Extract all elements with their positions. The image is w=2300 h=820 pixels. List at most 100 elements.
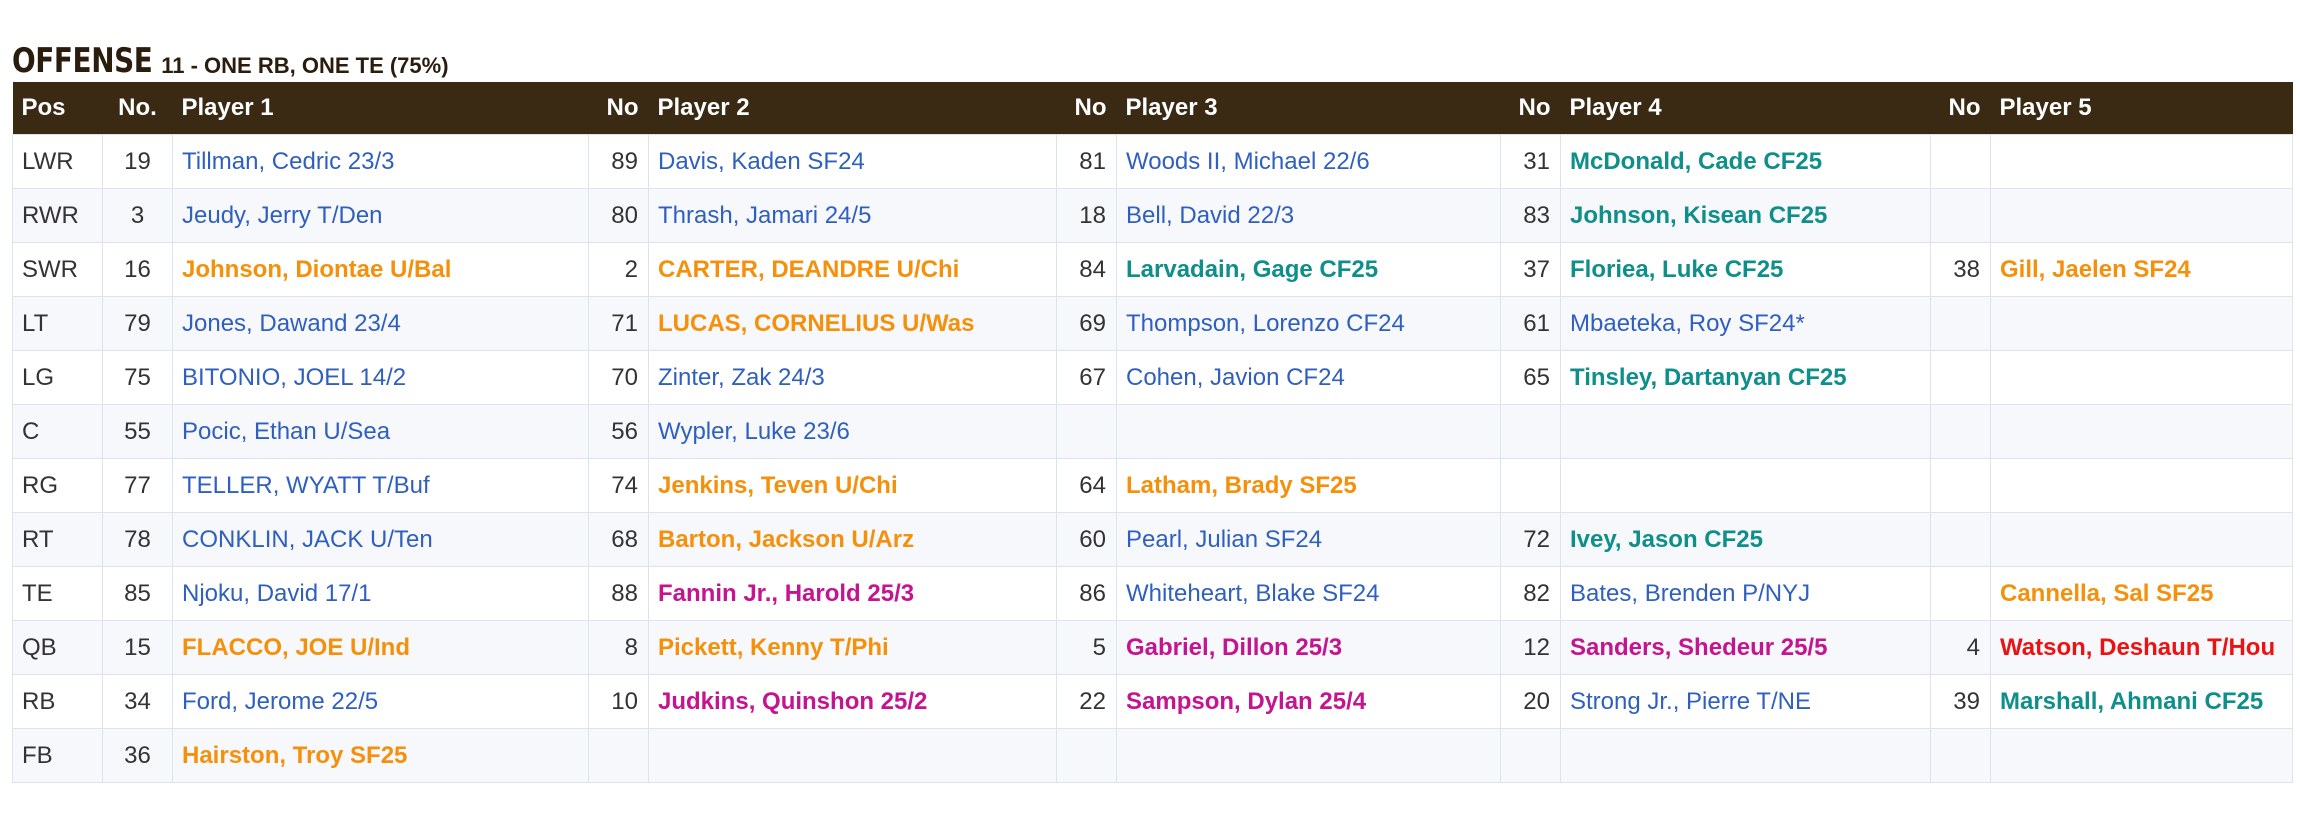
- player-link[interactable]: Jenkins, Teven U/Chi: [658, 471, 898, 499]
- player-link[interactable]: Wypler, Luke 23/6: [658, 417, 850, 445]
- player-link[interactable]: Sanders, Shedeur 25/5: [1570, 633, 1828, 661]
- player-cell: Marshall, Ahmani CF25: [1990, 674, 2293, 729]
- player-cell: [1990, 134, 2293, 189]
- player-cell: [1990, 404, 2293, 459]
- player-cell: Pocic, Ethan U/Sea: [172, 404, 589, 459]
- player-link[interactable]: Whiteheart, Blake SF24: [1126, 579, 1380, 607]
- player-link[interactable]: Cohen, Javion CF24: [1126, 363, 1345, 391]
- player-link[interactable]: Gabriel, Dillon 25/3: [1126, 633, 1343, 661]
- formation-subtitle: 11 - ONE RB, ONE TE (75%): [161, 53, 449, 78]
- player-link[interactable]: Tinsley, Dartanyan CF25: [1570, 363, 1847, 391]
- jersey-number-cell: [1930, 134, 1991, 189]
- jersey-number-cell: 85: [102, 566, 173, 621]
- jersey-number-cell: [1500, 458, 1561, 513]
- player-link[interactable]: Pocic, Ethan U/Sea: [182, 417, 391, 445]
- player-link[interactable]: Pearl, Julian SF24: [1126, 525, 1323, 553]
- player-cell: Ford, Jerome 22/5: [172, 674, 589, 729]
- player-cell: [1990, 188, 2293, 243]
- player-link[interactable]: Gill, Jaelen SF24: [2000, 255, 2191, 283]
- position-cell: RG: [12, 458, 103, 513]
- player-link[interactable]: Njoku, David 17/1: [182, 579, 372, 607]
- player-link[interactable]: Floriea, Luke CF25: [1570, 255, 1784, 283]
- table-row: C 55 Pocic, Ethan U/Sea 56 Wypler, Luke 23/6: [12, 404, 2293, 459]
- player-link[interactable]: Fannin Jr., Harold 25/3: [658, 579, 915, 607]
- player-cell: [648, 728, 1057, 783]
- player-cell: [1560, 458, 1931, 513]
- player-link[interactable]: Johnson, Diontae U/Bal: [182, 255, 452, 283]
- jersey-number-cell: [1930, 512, 1991, 567]
- jersey-number-cell: [1930, 566, 1991, 621]
- jersey-number-cell: 80: [588, 188, 649, 243]
- player-cell: Jones, Dawand 23/4: [172, 296, 589, 351]
- player-link[interactable]: Tillman, Cedric 23/3: [182, 147, 395, 175]
- player-link[interactable]: Cannella, Sal SF25: [2000, 579, 2214, 607]
- player-cell: Fannin Jr., Harold 25/3: [648, 566, 1057, 621]
- player-link[interactable]: Ivey, Jason CF25: [1570, 525, 1763, 553]
- jersey-number-cell: 22: [1056, 674, 1117, 729]
- player-cell: [1990, 458, 2293, 513]
- player-link[interactable]: LUCAS, CORNELIUS U/Was: [658, 309, 975, 337]
- player-cell: Pickett, Kenny T/Phi: [648, 620, 1057, 675]
- player-link[interactable]: FLACCO, JOE U/Ind: [182, 633, 410, 661]
- player-link[interactable]: Bell, David 22/3: [1126, 201, 1295, 229]
- player-link[interactable]: Marshall, Ahmani CF25: [2000, 687, 2264, 715]
- player-link[interactable]: Watson, Deshaun T/Hou: [2000, 633, 2276, 661]
- player-link[interactable]: Jones, Dawand 23/4: [182, 309, 401, 337]
- player-link[interactable]: Sampson, Dylan 25/4: [1126, 687, 1367, 715]
- player-link[interactable]: McDonald, Cade CF25: [1570, 147, 1823, 175]
- player-link[interactable]: Davis, Kaden SF24: [658, 147, 865, 175]
- player-cell: Larvadain, Gage CF25: [1116, 242, 1501, 297]
- player-link[interactable]: Strong Jr., Pierre T/NE: [1570, 687, 1811, 715]
- column-header-player-5: Player 5: [1990, 82, 2293, 135]
- jersey-number-cell: [1930, 350, 1991, 405]
- player-link[interactable]: Ford, Jerome 22/5: [182, 687, 379, 715]
- table-row: RT 78 CONKLIN, JACK U/Ten 68 Barton, Jackson…: [12, 512, 2293, 567]
- player-link[interactable]: BITONIO, JOEL 14/2: [182, 363, 407, 391]
- player-link[interactable]: Bates, Brenden P/NYJ: [1570, 579, 1811, 607]
- player-cell: Latham, Brady SF25: [1116, 458, 1501, 513]
- player-link[interactable]: Barton, Jackson U/Arz: [658, 525, 915, 553]
- player-cell: [1990, 350, 2293, 405]
- player-link[interactable]: CARTER, DEANDRE U/Chi: [658, 255, 960, 283]
- jersey-number-cell: 19: [102, 134, 173, 189]
- player-link[interactable]: TELLER, WYATT T/Buf: [182, 471, 430, 499]
- player-cell: Davis, Kaden SF24: [648, 134, 1057, 189]
- column-header-player-3: Player 3: [1116, 82, 1501, 135]
- jersey-number-cell: 2: [588, 242, 649, 297]
- player-cell: Jeudy, Jerry T/Den: [172, 188, 589, 243]
- player-link[interactable]: Thompson, Lorenzo CF24: [1126, 309, 1405, 337]
- depth-chart-table: Pos No. Player 1 No Player 2 No Player 3…: [12, 82, 2293, 783]
- player-link[interactable]: Woods II, Michael 22/6: [1126, 147, 1370, 175]
- table-row: RG 77 TELLER, WYATT T/Buf 74 Jenkins, Teven …: [12, 458, 2293, 513]
- column-header-player-4: Player 4: [1560, 82, 1931, 135]
- player-cell: [1990, 296, 2293, 351]
- jersey-number-cell: 38: [1930, 242, 1991, 297]
- jersey-number-cell: [1930, 728, 1991, 783]
- player-cell: Hairston, Troy SF25: [172, 728, 589, 783]
- player-cell: [1116, 404, 1501, 459]
- player-cell: Strong Jr., Pierre T/NE: [1560, 674, 1931, 729]
- player-link[interactable]: Thrash, Jamari 24/5: [658, 201, 872, 229]
- player-cell: TELLER, WYATT T/Buf: [172, 458, 589, 513]
- position-cell: LT: [12, 296, 103, 351]
- jersey-number-cell: 8: [588, 620, 649, 675]
- player-link[interactable]: Jeudy, Jerry T/Den: [182, 201, 383, 229]
- player-link[interactable]: Mbaeteka, Roy SF24*: [1570, 309, 1805, 337]
- player-cell: Floriea, Luke CF25: [1560, 242, 1931, 297]
- player-link[interactable]: Pickett, Kenny T/Phi: [658, 633, 889, 661]
- player-link[interactable]: Judkins, Quinshon 25/2: [658, 687, 928, 715]
- player-link[interactable]: Latham, Brady SF25: [1126, 471, 1357, 499]
- player-link[interactable]: Zinter, Zak 24/3: [658, 363, 825, 391]
- player-cell: Thompson, Lorenzo CF24: [1116, 296, 1501, 351]
- player-link[interactable]: CONKLIN, JACK U/Ten: [182, 525, 433, 553]
- player-cell: Whiteheart, Blake SF24: [1116, 566, 1501, 621]
- player-link[interactable]: Hairston, Troy SF25: [182, 741, 408, 769]
- jersey-number-cell: 70: [588, 350, 649, 405]
- player-link[interactable]: Larvadain, Gage CF25: [1126, 255, 1379, 283]
- player-link[interactable]: Johnson, Kisean CF25: [1570, 201, 1828, 229]
- player-cell: CARTER, DEANDRE U/Chi: [648, 242, 1057, 297]
- player-cell: [1990, 512, 2293, 567]
- jersey-number-cell: 60: [1056, 512, 1117, 567]
- jersey-number-cell: 61: [1500, 296, 1561, 351]
- player-cell: Gill, Jaelen SF24: [1990, 242, 2293, 297]
